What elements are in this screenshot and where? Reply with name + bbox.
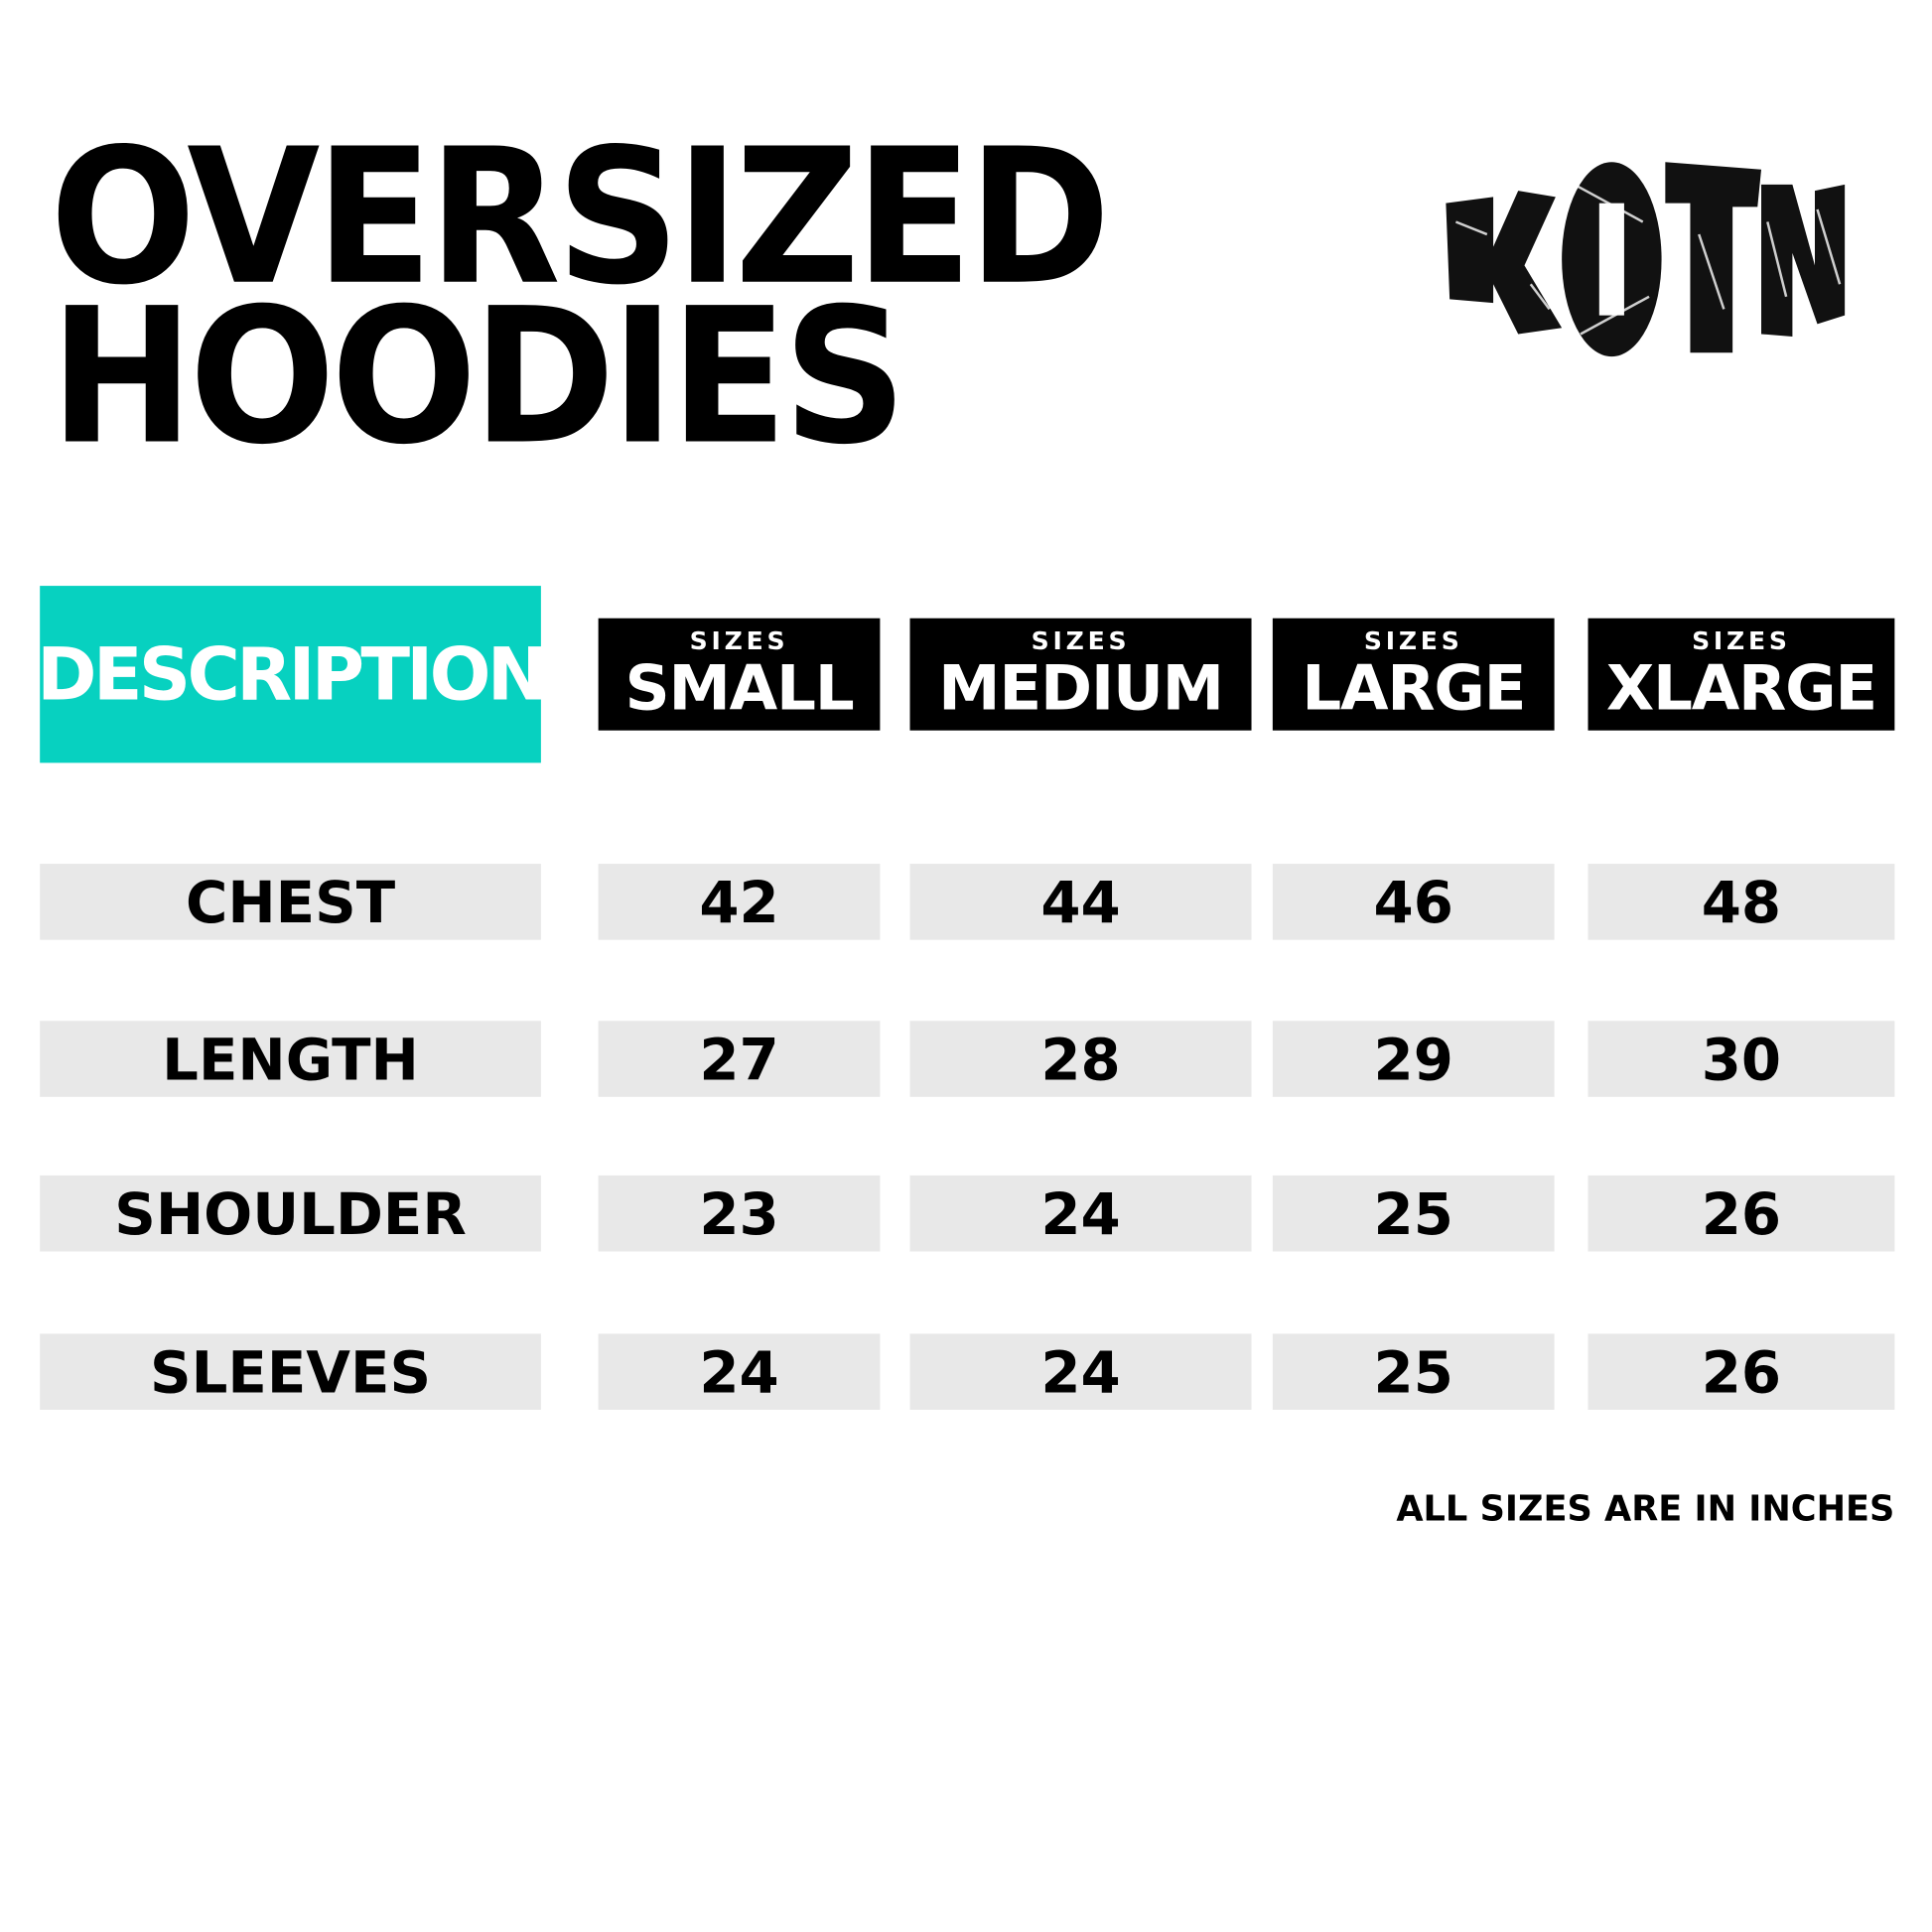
size-header-medium: SIZES MEDIUM [909, 618, 1252, 731]
size-value: 24 [909, 1174, 1252, 1252]
size-label: MEDIUM [938, 651, 1224, 725]
row-label: SLEEVES [40, 1333, 541, 1410]
title-line-2: HOODIES [50, 269, 906, 486]
size-label: XLARGE [1605, 651, 1877, 725]
size-value: 26 [1587, 1174, 1895, 1252]
size-value: 46 [1272, 864, 1555, 940]
size-header-small: SIZES SMALL [598, 618, 881, 731]
row-label: LENGTH [40, 1021, 541, 1097]
kotn-logo [1446, 162, 1846, 357]
sizes-label: SIZES [1692, 625, 1791, 656]
size-value: 30 [1587, 1021, 1895, 1097]
size-label: SMALL [624, 651, 855, 725]
size-value: 23 [598, 1174, 881, 1252]
description-header: DESCRIPTION [37, 586, 548, 763]
sizes-label: SIZES [1363, 625, 1463, 656]
size-header-large: SIZES LARGE [1272, 618, 1555, 731]
size-value: 25 [1272, 1333, 1555, 1410]
size-value: 24 [598, 1333, 881, 1410]
size-label: LARGE [1302, 651, 1526, 725]
sizes-label: SIZES [689, 625, 789, 656]
size-value: 27 [598, 1021, 881, 1097]
size-header-xlarge: SIZES XLARGE [1587, 618, 1895, 731]
size-value: 48 [1587, 864, 1895, 940]
size-value: 29 [1272, 1021, 1555, 1097]
row-label: CHEST [40, 864, 541, 940]
size-value: 28 [909, 1021, 1252, 1097]
row-label: SHOULDER [40, 1174, 541, 1252]
title-line-1: OVERSIZED [50, 109, 1111, 327]
units-note: ALL SIZES ARE IN INCHES [1396, 1488, 1895, 1530]
size-value: 44 [909, 864, 1252, 940]
size-value: 25 [1272, 1174, 1555, 1252]
size-value: 26 [1587, 1333, 1895, 1410]
size-value: 42 [598, 864, 881, 940]
sizes-label: SIZES [1031, 625, 1131, 656]
size-value: 24 [909, 1333, 1252, 1410]
